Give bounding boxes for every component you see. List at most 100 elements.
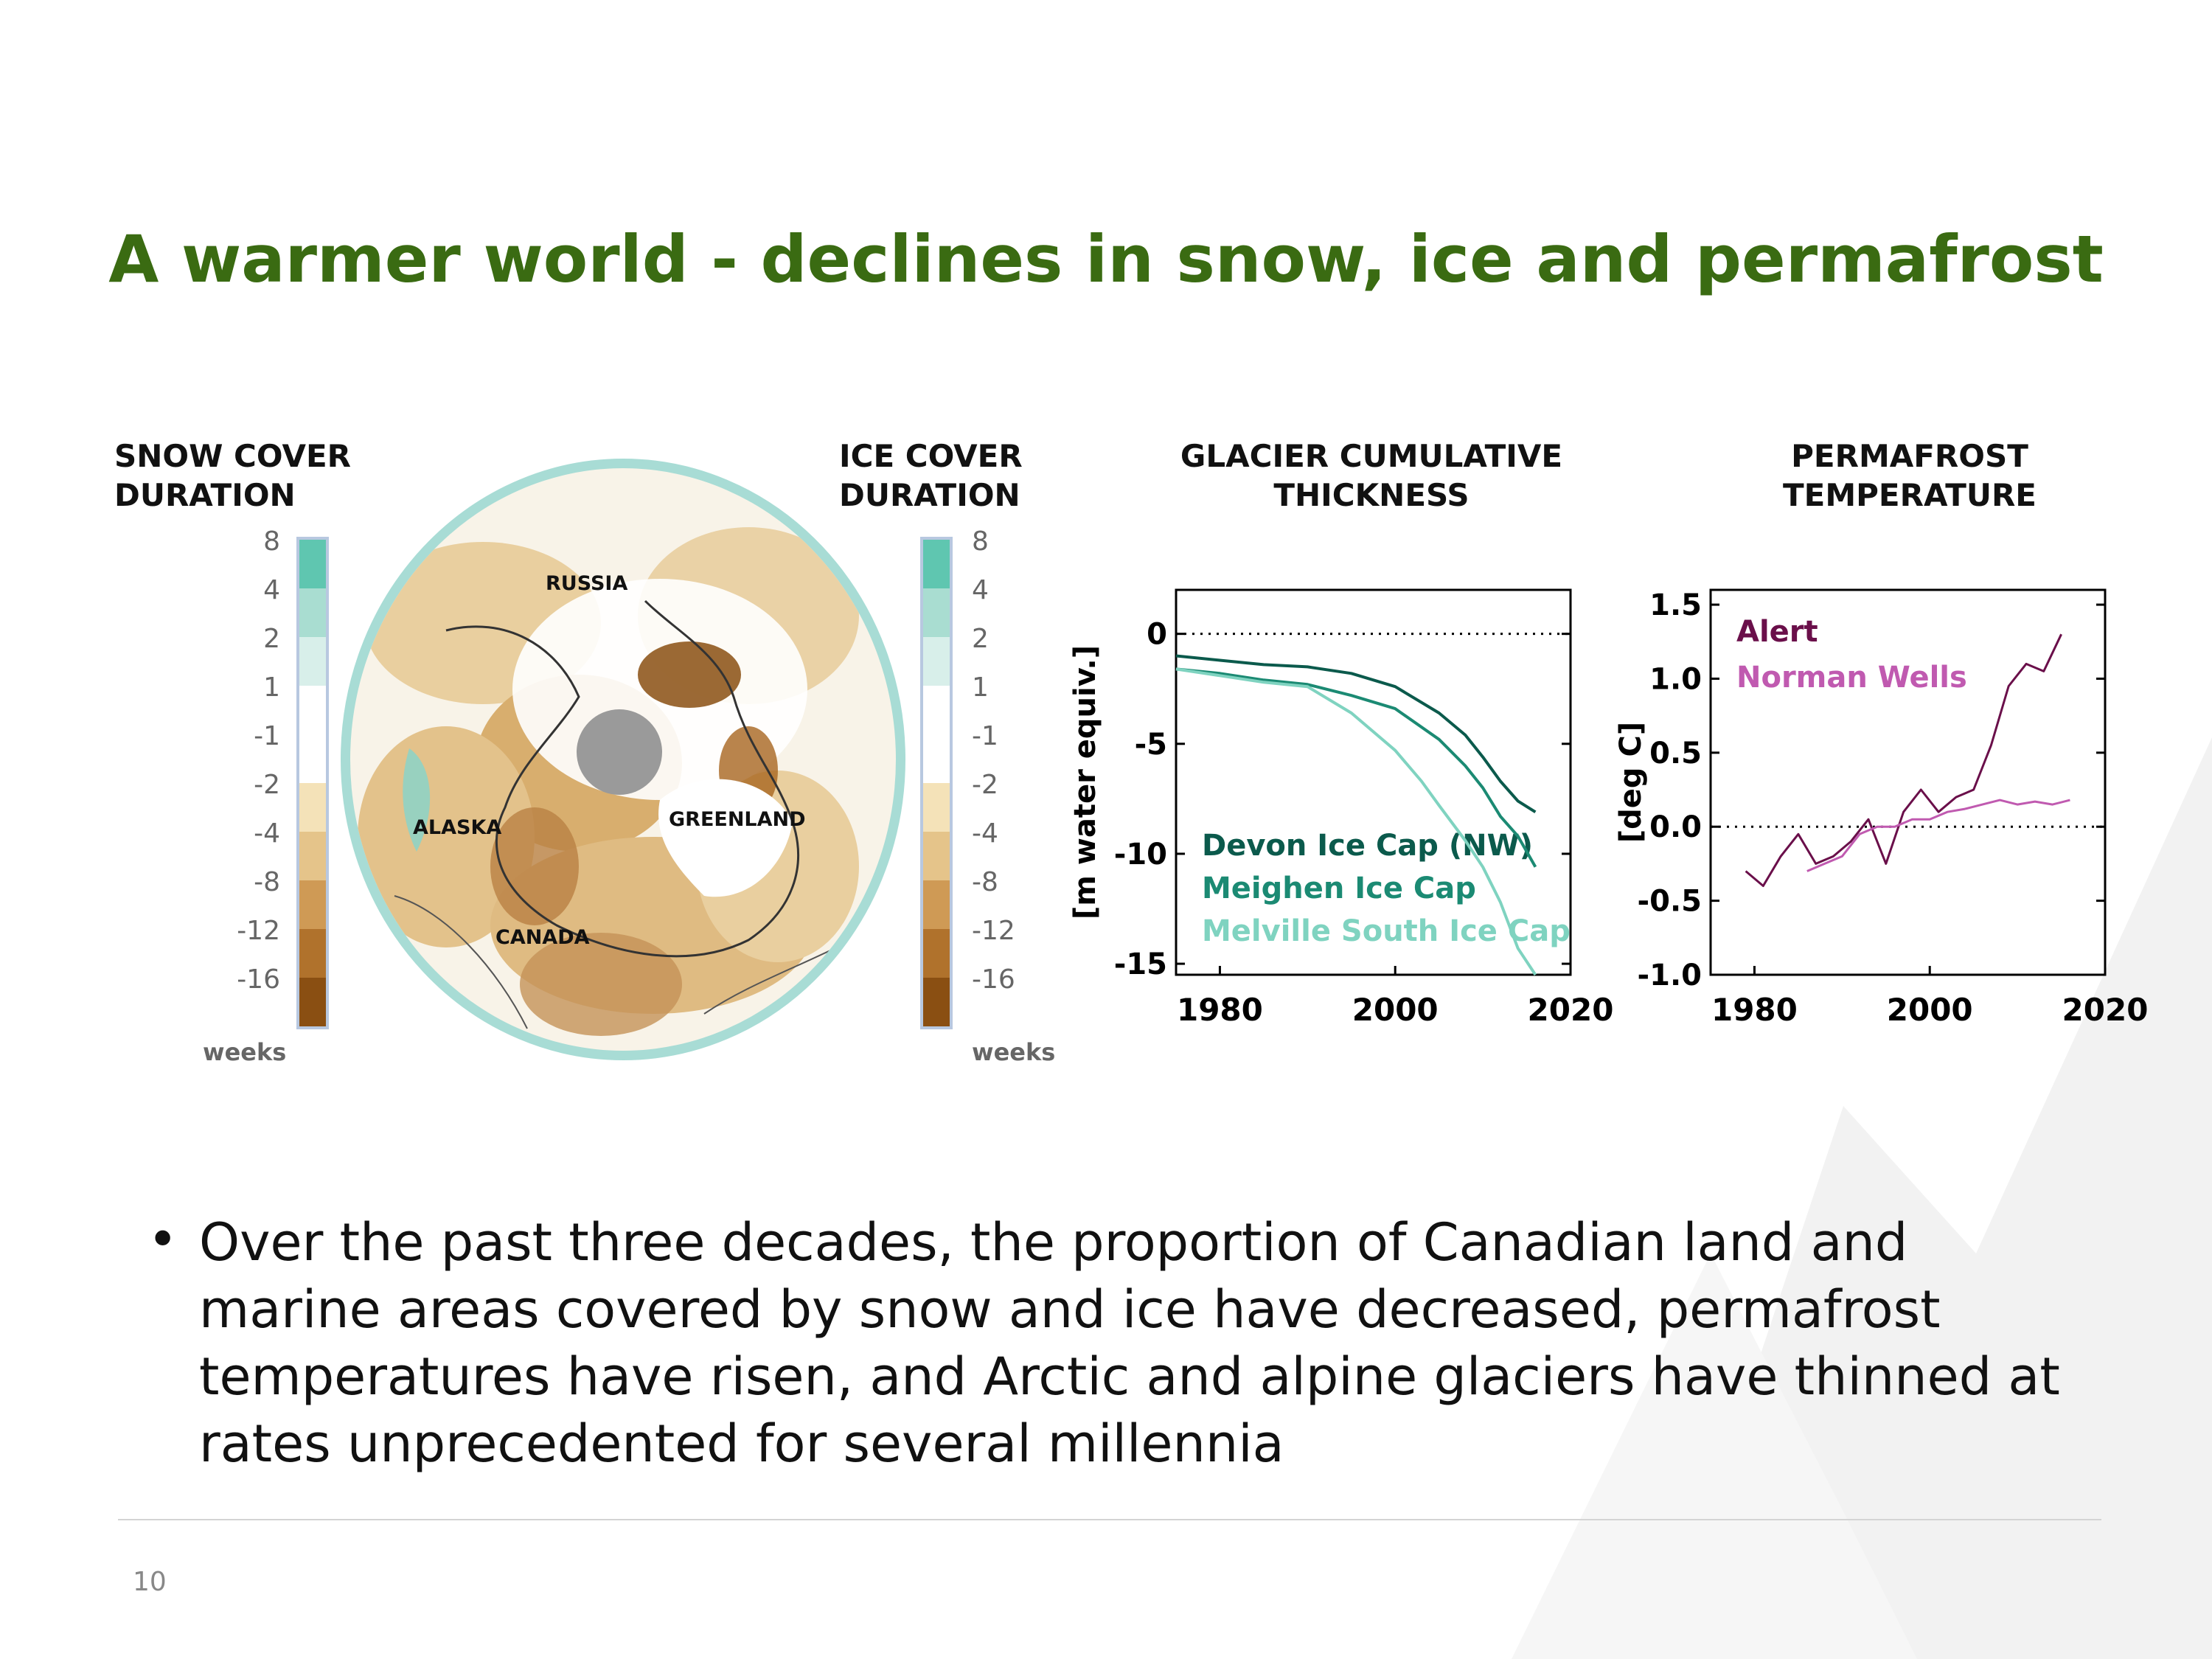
snow-title-line2: DURATION xyxy=(114,477,296,513)
colorbar-tick-label: 4 xyxy=(263,575,280,605)
footer-divider xyxy=(118,1519,2101,1520)
colorbar-cell xyxy=(923,880,950,929)
y-tick-label: 1.5 xyxy=(1649,588,1702,622)
colorbar-tick-label: -16 xyxy=(237,964,280,995)
series-line-1 xyxy=(1175,667,1537,868)
y-tick-label: 0 xyxy=(1147,618,1167,652)
colorbar-tick-label: -8 xyxy=(254,867,280,897)
legend-entry: Devon Ice Cap (NW) xyxy=(1202,829,1533,863)
colorbar-cell xyxy=(299,686,326,734)
ice-colorbar xyxy=(920,537,953,1029)
colorbar-tick-label: -2 xyxy=(254,770,280,800)
colorbar-cell xyxy=(923,588,950,637)
map-land xyxy=(350,468,896,1051)
slide-title: A warmer world - declines in snow, ice a… xyxy=(108,221,2104,297)
colorbar-tick-label: 8 xyxy=(972,526,989,557)
ice-cover-title: ICE COVER DURATION xyxy=(839,437,1023,515)
colorbar-cell xyxy=(923,734,950,783)
colorbar-tick-label: -12 xyxy=(972,916,1015,946)
bullet-text: Over the past three decades, the proport… xyxy=(199,1212,2060,1474)
x-tick-label: 2020 xyxy=(2062,992,2149,1028)
y-tick-label: 1.0 xyxy=(1649,662,1702,696)
colorbar-tick-label: -12 xyxy=(237,916,280,946)
legend-entry: Meighen Ice Cap xyxy=(1202,872,1476,905)
snow-colorbar xyxy=(296,537,329,1029)
glacier-thickness-chart: 1980 2000 2020 0 -5 -10 -15 [m water equiv.] Dev… xyxy=(1068,588,1614,1028)
colorbar-cell xyxy=(299,880,326,929)
x-tick-label: 2000 xyxy=(1352,992,1439,1028)
ice-title-line1: ICE COVER xyxy=(839,438,1023,474)
snow-cover-title: SNOW COVER DURATION xyxy=(114,437,351,515)
colorbar-cell xyxy=(923,637,950,686)
glacier-title-line2: THICKNESS xyxy=(1273,477,1470,513)
colorbar-cell xyxy=(299,832,326,880)
plot-frame xyxy=(1709,588,2107,976)
x-tick-label: 1980 xyxy=(1177,992,1263,1028)
colorbar-tick-label: -1 xyxy=(254,721,280,751)
colorbar-tick-label: 1 xyxy=(972,672,989,703)
map-label-alaska: ALASKA xyxy=(413,816,502,839)
page-number: 10 xyxy=(133,1567,167,1597)
x-tick-label: 1980 xyxy=(1711,992,1798,1028)
colorbar-cell xyxy=(923,929,950,978)
colorbar-cell xyxy=(923,783,950,832)
map-label-canada: CANADA xyxy=(495,926,590,949)
map-label-russia: RUSSIA xyxy=(546,572,628,595)
colorbar-cell xyxy=(923,832,950,880)
y-tick-label: 0.0 xyxy=(1649,810,1702,844)
colorbar-cell xyxy=(923,540,950,588)
colorbar-cell xyxy=(299,588,326,637)
colorbar-tick-label: -16 xyxy=(972,964,1015,995)
colorbar-cell xyxy=(299,540,326,588)
colorbar-tick-label: 4 xyxy=(972,575,989,605)
colorbar-cell xyxy=(299,637,326,686)
y-tick-label: -5 xyxy=(1135,728,1167,762)
y-tick-label: -15 xyxy=(1114,947,1167,981)
permafrost-title-line2: TEMPERATURE xyxy=(1783,477,2037,513)
colorbar-tick-label: -8 xyxy=(972,867,998,897)
colorbar-cell xyxy=(299,783,326,832)
permafrost-title-line1: PERMAFROST xyxy=(1791,438,2028,474)
y-tick-label: -0.5 xyxy=(1638,885,1702,919)
series-line-1 xyxy=(1806,799,2070,872)
x-tick-label: 2000 xyxy=(1887,992,1973,1028)
legend-entry: Melville South Ice Cap xyxy=(1202,914,1571,948)
colorbar-cell xyxy=(923,978,950,1026)
glacier-title: GLACIER CUMULATIVE THICKNESS xyxy=(1150,437,1593,515)
colorbar-tick-label: 2 xyxy=(972,624,989,654)
bullet-marker: • xyxy=(147,1209,178,1270)
y-tick-label: 0.5 xyxy=(1649,737,1702,771)
colorbar-tick-label: -4 xyxy=(254,818,280,849)
legend-entry: Alert xyxy=(1736,615,1818,649)
snow-colorbar-unit: weeks xyxy=(203,1038,287,1066)
map-label-greenland: GREENLAND xyxy=(669,808,806,831)
legend-entry: Norman Wells xyxy=(1736,661,1967,695)
colorbar-cell xyxy=(299,978,326,1026)
permafrost-temperature-chart: 1980 2000 2020 1.5 1.0 0.5 0.0 -0.5 -1.0 [deg C] A… xyxy=(1614,588,2149,1028)
snow-title-line1: SNOW COVER xyxy=(114,438,351,474)
colorbar-tick-label: -1 xyxy=(972,721,998,751)
x-tick-label: 2020 xyxy=(1528,992,1614,1028)
colorbar-cell xyxy=(299,929,326,978)
colorbar-tick-label: 2 xyxy=(263,624,280,654)
colorbar-tick-label: -4 xyxy=(972,818,998,849)
y-tick-label: -10 xyxy=(1114,838,1167,872)
colorbar-tick-label: 8 xyxy=(263,526,280,557)
colorbar-cell xyxy=(299,734,326,783)
y-tick-label: -1.0 xyxy=(1638,959,1702,992)
ice-colorbar-unit: weeks xyxy=(972,1038,1056,1066)
series-line-0 xyxy=(1175,654,1537,813)
polar-map xyxy=(341,459,905,1060)
colorbar-cell xyxy=(923,686,950,734)
y-axis-label: [m water equiv.] xyxy=(1068,645,1102,919)
colorbar-tick-label: -2 xyxy=(972,770,998,800)
pole-hole xyxy=(577,709,662,795)
permafrost-title: PERMAFROST TEMPERATURE xyxy=(1725,437,2094,515)
ice-title-line2: DURATION xyxy=(839,477,1020,513)
series-line-0 xyxy=(1745,633,2062,887)
colorbar-tick-label: 1 xyxy=(263,672,280,703)
y-axis-label: [deg C] xyxy=(1614,722,1648,843)
plot-frame xyxy=(1175,588,1572,976)
series-line-2 xyxy=(1175,667,1537,976)
